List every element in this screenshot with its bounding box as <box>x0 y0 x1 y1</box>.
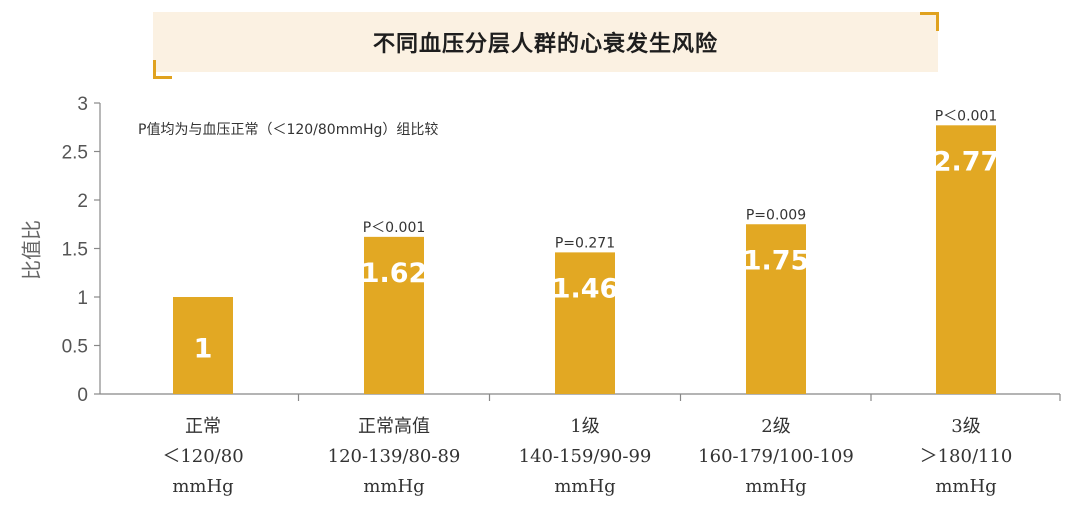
p-value-label: P=0.271 <box>555 235 615 251</box>
y-tick-label: 3 <box>77 94 88 115</box>
x-category-line: ＞180/110 <box>919 446 1013 467</box>
bar <box>555 252 615 394</box>
y-tick-label: 2.5 <box>62 143 88 164</box>
title-corner-bottom-left <box>153 60 172 79</box>
x-category-line: 140-159/90-99 <box>518 446 652 467</box>
bar-value-label: 1 <box>194 334 213 365</box>
x-category-line: mmHg <box>745 476 807 497</box>
x-category-line: 160-179/100-109 <box>698 446 854 467</box>
y-tick-label: 0 <box>77 385 88 406</box>
x-category-label: 1级 140-159/90-99 mmHg <box>495 412 675 502</box>
bar <box>746 224 806 394</box>
bar-value-label: 1.62 <box>361 258 428 289</box>
x-category-line: ＜120/80 <box>162 446 244 467</box>
x-category-label: 正常高值 120-139/80-89 mmHg <box>304 412 484 502</box>
x-category-line: 3级 <box>951 416 981 437</box>
title-corner-top-right <box>920 12 939 31</box>
p-value-label: P＜0.001 <box>363 220 426 236</box>
y-tick-label: 2 <box>77 191 88 212</box>
x-category-label: 2级 160-179/100-109 mmHg <box>686 412 866 502</box>
bar-value-label: 1.75 <box>743 245 810 276</box>
p-value-note: P值均为与血压正常（＜120/80mmHg）组比较 <box>138 122 439 138</box>
x-category-line: 正常高值 <box>358 416 430 437</box>
bar-value-label: 1.46 <box>552 273 619 304</box>
y-tick-label: 1.5 <box>62 240 88 261</box>
x-category-line: mmHg <box>172 476 234 497</box>
bar <box>364 236 424 394</box>
bar <box>173 297 233 394</box>
bar <box>936 125 996 394</box>
x-category-line: mmHg <box>935 476 997 497</box>
x-category-line: 2级 <box>761 416 791 437</box>
x-category-label: 正常 ＜120/80 mmHg <box>113 412 293 502</box>
x-category-line: 正常 <box>185 416 221 437</box>
p-value-label: P=0.009 <box>746 207 806 223</box>
p-value-label: P＜0.001 <box>935 108 998 124</box>
y-tick-label: 0.5 <box>62 337 88 358</box>
x-category-label: 3级 ＞180/110 mmHg <box>876 412 1056 502</box>
y-tick-label: 1 <box>77 288 88 309</box>
x-category-line: mmHg <box>554 476 616 497</box>
chart-title: 不同血压分层人群的心衰发生风险 <box>372 32 718 57</box>
x-category-line: 1级 <box>570 416 600 437</box>
x-category-line: 120-139/80-89 <box>327 446 461 467</box>
bar-value-label: 2.77 <box>933 146 1000 177</box>
x-category-line: mmHg <box>363 476 425 497</box>
chart-title-box: 不同血压分层人群的心衰发生风险 <box>153 12 938 72</box>
